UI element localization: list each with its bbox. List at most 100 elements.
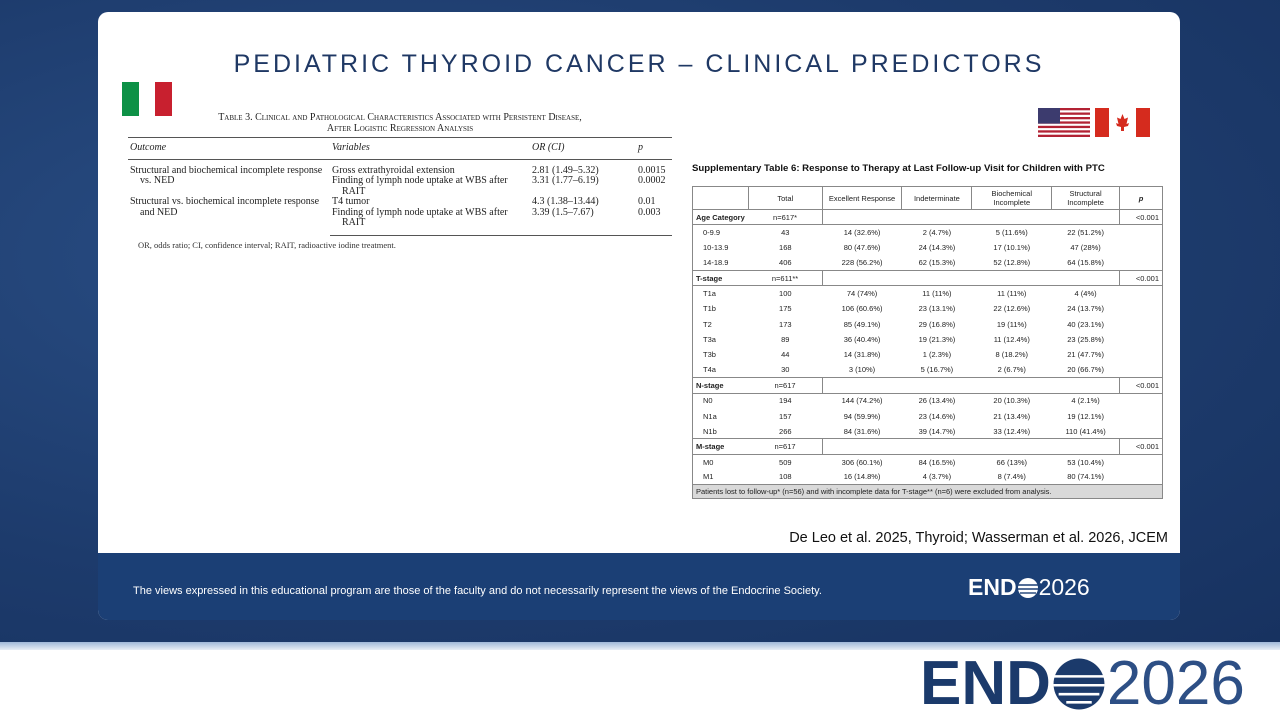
footnote-row: Patients lost to follow-up* (n=56) and w…: [692, 484, 1163, 499]
row: N1a 157 94 (59.9%) 23 (14.6%) 21 (13.4%) 19 (…: [693, 408, 1163, 423]
cell: 19 (21.3%): [918, 335, 956, 345]
header-cell: p: [636, 137, 672, 160]
cell: 11 (12.4%): [993, 335, 1030, 345]
table-footnote: Patients lost to follow-up* (n=56) and w…: [692, 484, 1163, 499]
section-p: <0.001: [1119, 377, 1163, 394]
cell: 110 (41.4%): [1065, 426, 1106, 436]
cell: [1120, 301, 1163, 316]
section-row: N-stage n=617 <0.001: [692, 377, 1163, 394]
cell: 47 (28%): [1070, 243, 1101, 253]
cell: 21 (13.4%): [993, 411, 1031, 421]
section-row: Age Category n=617* <0.001: [692, 208, 1163, 226]
row-label: T1a: [703, 289, 716, 299]
row: 14-18.9 406 228 (56.2%) 62 (15.3%) 52 (12.8%…: [693, 255, 1163, 270]
variable-cell: Gross extrathyroidal extension: [332, 164, 455, 176]
cell: 43: [781, 228, 790, 238]
cell: 62 (15.3%): [918, 258, 956, 268]
section-name: Age Category: [692, 208, 749, 226]
cell: 89: [781, 335, 790, 345]
cell: [1120, 362, 1163, 377]
variable-cell: Finding of lymph node uptake at WBS afte…: [330, 207, 530, 236]
row: 10-13.9 168 80 (47.6%) 24 (14.3%) 17 (10.1%)…: [693, 240, 1163, 255]
section-name: M-stage: [692, 438, 749, 455]
or-cell: 4.3 (1.38–13.44): [532, 196, 599, 207]
cell: 36 (40.4%): [843, 335, 881, 345]
table-title: Supplementary Table 6: Response to Thera…: [692, 163, 1105, 174]
table: Outcome Variables OR (CI) p Structural and b…: [128, 137, 672, 236]
blank-cell: [821, 377, 1121, 394]
or-cell: 2.81 (1.49–5.32): [532, 164, 599, 176]
row-label: N0: [703, 396, 713, 406]
header-cell: Outcome: [128, 137, 330, 160]
cell: 80 (47.6%): [843, 243, 881, 253]
cell: 8 (18.2%): [995, 350, 1029, 360]
cell: 14 (32.6%): [843, 228, 881, 238]
cell: 21 (47.7%): [1067, 350, 1104, 360]
section-row: M-stage n=617 <0.001: [692, 438, 1163, 455]
row-label: M0: [703, 457, 714, 467]
cell: 66 (13%): [996, 457, 1027, 467]
cell: 24 (14.3%): [918, 243, 956, 253]
cell: 80 (74.1%): [1067, 472, 1104, 482]
cell: 3 (10%): [848, 365, 876, 375]
row-label: 0-9.9: [703, 228, 721, 238]
outcome-cell: Structural and biochemical incomplete re…: [130, 164, 323, 186]
section-row: T-stage n=611** <0.001: [692, 270, 1163, 287]
cell: 1 (2.3%): [922, 350, 952, 360]
cell: [1120, 424, 1163, 439]
cell: 406: [779, 258, 792, 268]
variable-cell: T4 tumor: [332, 196, 370, 207]
cell: 100: [779, 289, 792, 299]
section-p: <0.001: [1119, 208, 1163, 226]
cell: 24 (13.7%): [1067, 304, 1104, 314]
row-label: T3a: [703, 335, 716, 345]
table-footnote: OR, odds ratio; CI, confidence interval;…: [138, 240, 396, 250]
cell: 44: [781, 350, 790, 360]
header-cell: Variables: [330, 137, 530, 160]
section-p: <0.001: [1119, 438, 1163, 455]
row-label: N1b: [703, 426, 717, 436]
section-name: T-stage: [692, 270, 749, 287]
row-label: N1a: [703, 411, 717, 421]
row-label: T1b: [703, 304, 716, 314]
blank-cell: [821, 438, 1121, 455]
cell: 4 (3.7%): [922, 472, 952, 482]
row: T1a 100 74 (74%) 11 (11%) 11 (11%) 4 (4%): [693, 286, 1163, 301]
header-cell: Total: [747, 186, 823, 210]
cell: 23 (14.6%): [918, 411, 956, 421]
header-cell: OR (CI): [530, 137, 636, 160]
cell: 23 (13.1%): [918, 304, 956, 314]
row: T4a 30 3 (10%) 5 (16.7%) 2 (6.7%) 20 (66.7%): [693, 362, 1163, 377]
cell: 17 (10.1%): [993, 243, 1031, 253]
p-cell: 0.003: [636, 207, 672, 236]
row: M0 509 306 (60.1%) 84 (16.5%) 66 (13%) 53 (10…: [693, 454, 1163, 469]
cell: [1120, 332, 1163, 347]
cell: 5 (16.7%): [920, 365, 954, 375]
logo: END 2026: [920, 648, 1245, 720]
or-cell: 3.39 (1.5–7.67): [530, 207, 636, 236]
cell: 194: [779, 396, 792, 406]
section-n: n=611**: [748, 270, 823, 287]
cell: 40 (23.1%): [1067, 319, 1104, 329]
row: T2 173 85 (49.1%) 29 (16.8%) 19 (11%) 40 (23.…: [693, 317, 1163, 332]
variable-cell: Finding of lymph node uptake at WBS afte…: [332, 175, 508, 197]
section-name: N-stage: [692, 377, 749, 394]
row: M1 108 16 (14.8%) 4 (3.7%) 8 (7.4%) 80 (74.1%…: [693, 470, 1163, 485]
cell: 168: [779, 243, 792, 253]
cell: 14 (31.8%): [843, 350, 881, 360]
logo-globe: [1017, 577, 1038, 598]
cell: 22 (12.6%): [993, 304, 1031, 314]
blank-cell: [821, 208, 1121, 226]
row-label: T4a: [703, 365, 716, 375]
cell: 108: [779, 472, 792, 482]
cell: [1120, 286, 1163, 301]
cell: 29 (16.8%): [918, 319, 956, 329]
cell: [1120, 470, 1163, 485]
cell: 16 (14.8%): [843, 472, 881, 482]
cell: [1120, 393, 1163, 408]
cell: 106 (60.6%): [841, 304, 883, 314]
row-label: M1: [703, 472, 714, 482]
row-label: 10-13.9: [703, 243, 729, 253]
logo: END 2026: [968, 574, 1090, 601]
